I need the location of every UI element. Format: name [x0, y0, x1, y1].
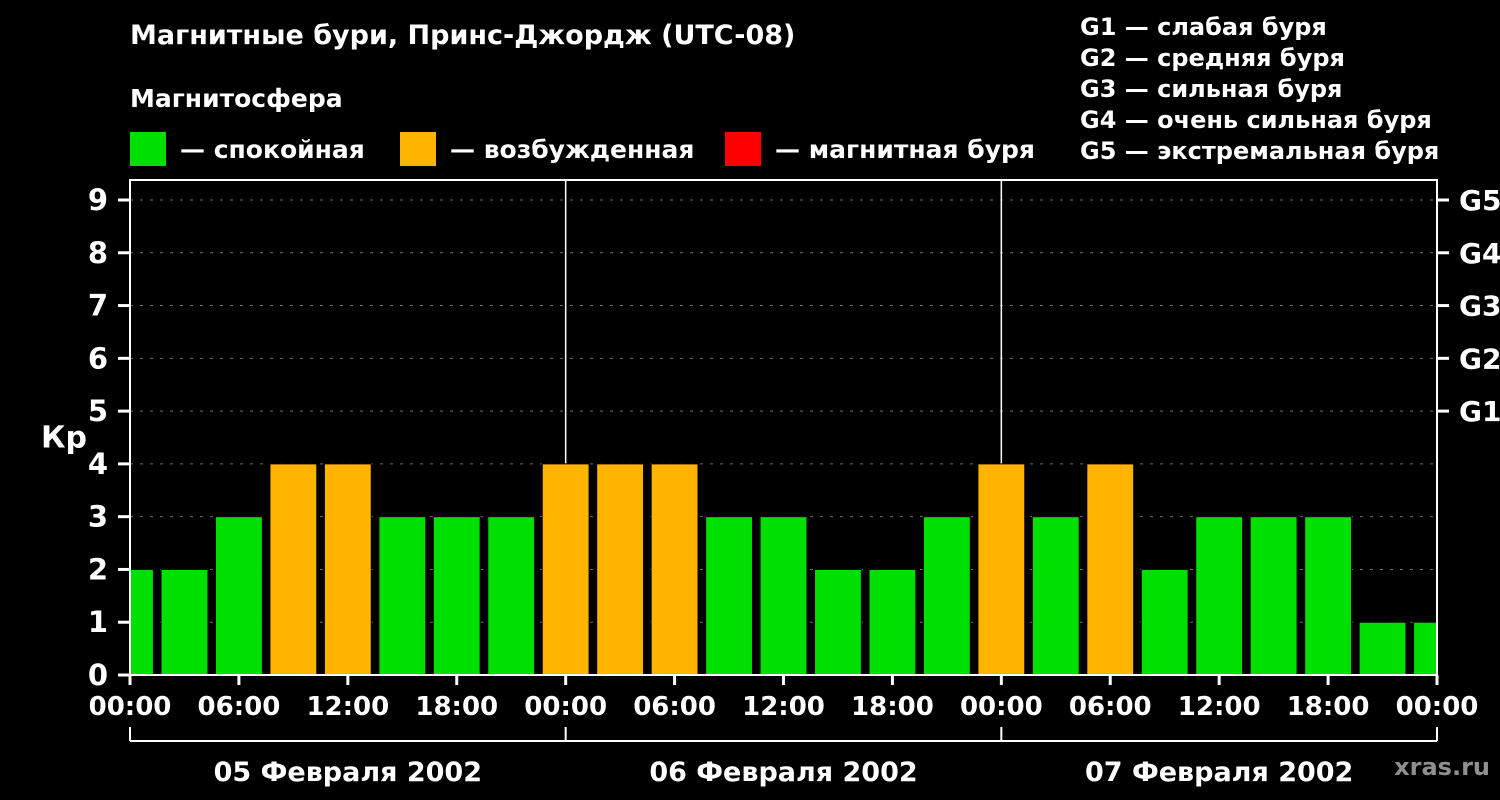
x-axis-label: 00:00 [89, 692, 172, 722]
kp-bar [1249, 516, 1298, 675]
kp-bar [1358, 621, 1407, 675]
x-axis-label: 12:00 [306, 692, 389, 722]
kp-bar [487, 516, 536, 675]
g-legend-line-g3: G3 — сильная буря [1080, 75, 1343, 103]
active-color-swatch-icon [400, 132, 436, 166]
y-axis-label: 7 [88, 289, 108, 323]
y-axis-label: 8 [88, 236, 108, 270]
g-scale-legend: G1 — слабая буря G2 — средняя буря G3 — … [1080, 12, 1439, 167]
kp-bar [1031, 516, 1080, 675]
x-axis-label: 00:00 [1396, 692, 1479, 722]
g-axis-label: G2 [1459, 342, 1500, 375]
y-axis-label: 3 [88, 500, 108, 534]
x-axis-label: 12:00 [1178, 692, 1261, 722]
y-axis-label: 2 [88, 552, 108, 586]
x-axis-label: 00:00 [960, 692, 1043, 722]
x-axis-label: 06:00 [198, 692, 281, 722]
legend-label-storm: — магнитная буря [775, 134, 1035, 164]
y-axis-label: 9 [88, 183, 108, 217]
x-axis-label: 06:00 [1069, 692, 1152, 722]
g-legend-line-g5: G5 — экстремальная буря [1080, 137, 1440, 165]
legend-item-quiet: — спокойная [130, 131, 365, 167]
y-axis-title: Кр [41, 421, 87, 456]
g-axis: G1 G2 G3 G4 G5 [1437, 184, 1500, 428]
x-axis-label: 18:00 [415, 692, 498, 722]
date-axis: 05 Февраля 2002 06 Февраля 2002 07 Февраля… [129, 727, 1438, 788]
x-axis-label: 18:00 [1287, 692, 1370, 722]
kp-bar [977, 463, 1026, 675]
g-axis-label: G3 [1459, 290, 1500, 323]
g-axis-label: G5 [1459, 184, 1500, 217]
quiet-color-swatch-icon [130, 132, 166, 166]
kp-bar [1195, 516, 1244, 675]
kp-bar [541, 463, 590, 675]
g-legend-line-g2: G2 — средняя буря [1080, 44, 1345, 72]
x-axis-label: 00:00 [524, 692, 607, 722]
g-axis-label: G4 [1459, 237, 1500, 270]
x-axis: 00:00 06:00 12:00 18:00 00:00 06:00 12:00 18:00… [89, 675, 1479, 722]
x-axis-label: 12:00 [742, 692, 825, 722]
watermark: xras.ru [1394, 753, 1490, 781]
kp-bar [814, 568, 862, 675]
storm-color-swatch-icon [725, 132, 761, 166]
date-label: 06 Февраля 2002 [649, 757, 917, 788]
page-title: Магнитные бури, Принс-Джордж (UTC-08) [130, 20, 796, 51]
kp-bar [160, 568, 209, 675]
y-axis-label: 1 [88, 605, 108, 639]
y-axis-label: 6 [88, 341, 108, 375]
g-legend-line-g1: G1 — слабая буря [1080, 13, 1327, 41]
kp-bar [269, 463, 318, 675]
legend-item-active: — возбужденная [400, 131, 694, 167]
date-label: 05 Февраля 2002 [214, 757, 482, 788]
legend-label-quiet: — спокойная [180, 134, 365, 164]
kp-bar [1086, 463, 1135, 675]
date-label: 07 Февраля 2002 [1085, 757, 1353, 788]
legend-title: Магнитосфера [130, 84, 343, 113]
g-legend-line-g4: G4 — очень сильная буря [1080, 106, 1432, 134]
kp-bar [432, 516, 481, 675]
kp-bar [1304, 516, 1353, 675]
x-axis-label: 18:00 [851, 692, 934, 722]
y-axis: 0 1 2 3 4 5 6 7 8 9 Кр [41, 183, 130, 692]
kp-bar [922, 516, 971, 675]
y-axis-label: 5 [88, 394, 108, 428]
kp-bar [868, 568, 917, 675]
kp-bar [130, 568, 154, 675]
kp-bar [1140, 568, 1189, 675]
g-axis-label: G1 [1459, 395, 1500, 428]
kp-bars [130, 463, 1437, 675]
legend-label-active: — возбужденная [450, 134, 695, 164]
kp-bar [705, 516, 753, 675]
kp-bar [378, 516, 427, 675]
y-axis-label: 0 [88, 658, 108, 692]
y-axis-label: 4 [88, 447, 108, 481]
kp-bar [323, 463, 372, 675]
kp-bar [596, 463, 645, 675]
kp-bar [214, 516, 263, 675]
kp-bar [650, 463, 699, 675]
kp-bar [759, 516, 808, 675]
x-axis-label: 06:00 [633, 692, 716, 722]
legend-item-storm: — магнитная буря [725, 131, 1035, 167]
